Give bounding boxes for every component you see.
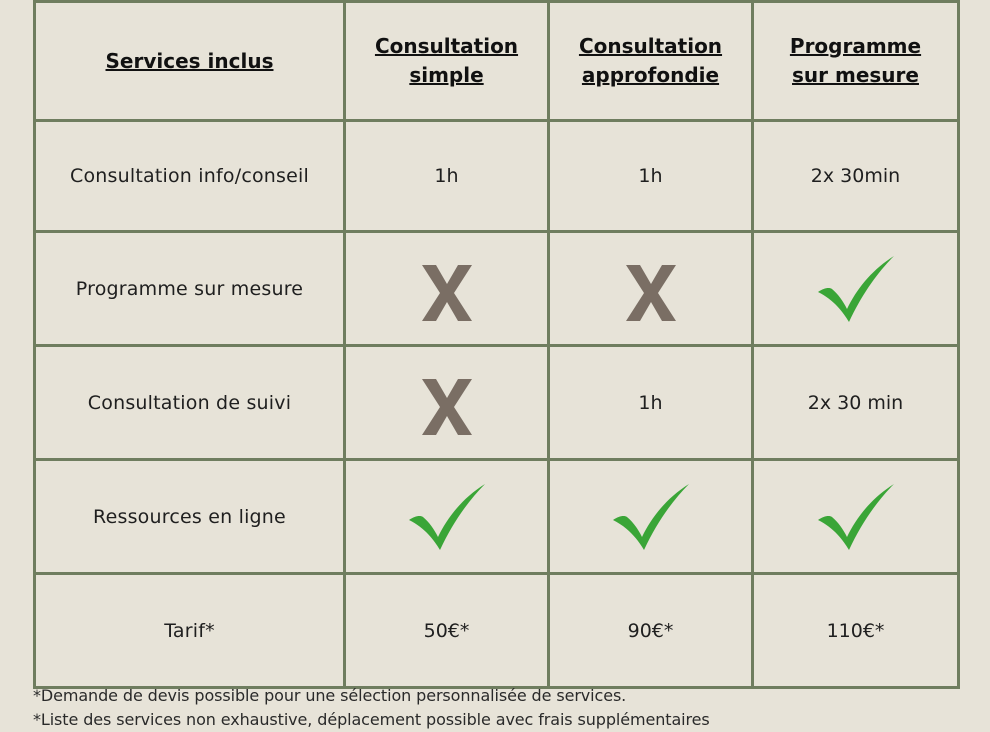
table-row: Consultation info/conseil 1h 1h 2x 30min [33,119,960,233]
plan-header-line: simple [409,63,484,87]
check-icon [611,482,691,552]
value-cell [751,458,960,575]
value-cell [343,344,550,461]
plan-header-sur-mesure: Programme sur mesure [751,0,960,122]
value-cell [343,458,550,575]
value-cell [751,230,960,347]
plan-header-line: Consultation [374,34,519,58]
plan-header-approfondie: Consultation approfondie [547,0,754,122]
plan-header-line: sur mesure [792,63,919,87]
table-row: Consultation de suivi 1h 2x 30 min [33,344,960,461]
pricing-table: Services inclus Consultation simple Cons… [33,0,960,689]
footnotes: *Demande de devis possible pour une séle… [33,684,973,732]
row-label: Tarif* [33,572,346,689]
value-cell [343,230,550,347]
check-icon [407,482,487,552]
footnote: *Liste des services non exhaustive, dépl… [33,710,710,729]
footnote: *Demande de devis possible pour une séle… [33,686,627,705]
row-label: Consultation info/conseil [33,119,346,233]
value-cell: 110€* [751,572,960,689]
table-row: Programme sur mesure [33,230,960,347]
cross-icon [623,263,679,323]
value-cell: 2x 30 min [751,344,960,461]
value-cell: 1h [547,119,754,233]
value-cell: 2x 30min [751,119,960,233]
value-cell [547,458,754,575]
cross-icon [419,377,475,437]
plan-header-line: Programme [789,34,922,58]
value-cell: 50€* [343,572,550,689]
table-header-row: Services inclus Consultation simple Cons… [33,0,960,122]
check-icon [816,482,896,552]
table-row: Tarif* 50€* 90€* 110€* [33,572,960,689]
value-cell [547,230,754,347]
row-label: Programme sur mesure [33,230,346,347]
row-label: Ressources en ligne [33,458,346,575]
value-cell: 90€* [547,572,754,689]
services-header: Services inclus [33,0,346,122]
value-cell: 1h [547,344,754,461]
plan-header-simple: Consultation simple [343,0,550,122]
table-row: Ressources en ligne [33,458,960,575]
plan-header-line: Consultation [578,34,723,58]
plan-header-line: approfondie [581,63,720,87]
value-cell: 1h [343,119,550,233]
row-label: Consultation de suivi [33,344,346,461]
check-icon [816,254,896,324]
cross-icon [419,263,475,323]
